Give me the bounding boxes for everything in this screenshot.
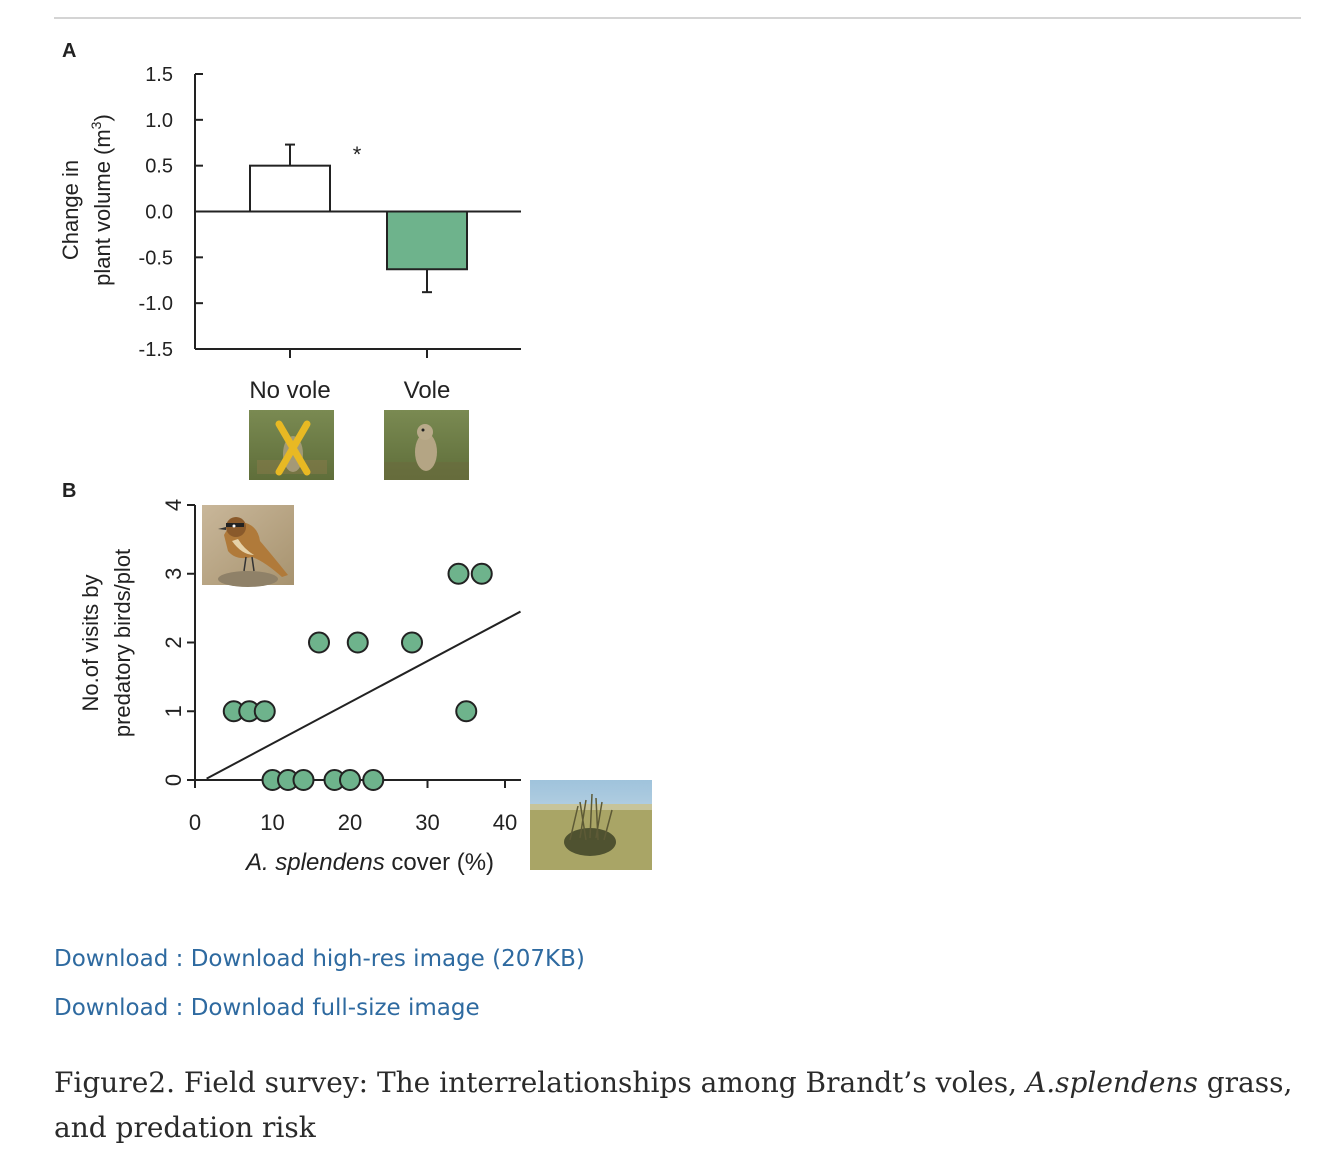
panel-a-ylabel-end: )	[90, 114, 115, 121]
panel-b-fit-line	[206, 610, 521, 780]
panel-b-ytick-label: 4	[161, 499, 186, 511]
data-point	[253, 700, 276, 723]
download-full-size-link[interactable]: Download : Download full-size image	[54, 984, 585, 1033]
panel-a-ytick-label: -1.0	[139, 293, 173, 315]
download-high-res-prefix: Download :	[54, 946, 191, 972]
panel-b-xlabel-rest: cover (%)	[385, 849, 494, 876]
panel-a-ylabel-line1-group: Change in	[58, 160, 83, 260]
panel-a-bar-chart: 1.51.00.50.0-0.5-1.0-1.5 * No vole Vole …	[58, 64, 521, 480]
caption-lead: Figure2. Field survey: The interrelation…	[54, 1066, 1026, 1099]
data-point	[362, 769, 385, 791]
panel-b-ylabel-line1: No.of visits by	[78, 575, 103, 712]
figure: A B 1.5 1.0 0.5 0.0 -0.5 -1.0 -1.5 * No vole V…	[0, 0, 700, 900]
download-high-res-label: Download high-res image (207KB)	[190, 946, 585, 972]
panel-b-ytick-group: 1	[161, 705, 186, 717]
data-point	[292, 769, 315, 791]
data-point	[308, 631, 330, 654]
download-full-size-prefix: Download :	[54, 995, 191, 1021]
data-point	[447, 562, 470, 585]
panel-b-label: B	[62, 480, 76, 502]
no-vole-photo-crossed	[249, 410, 334, 480]
panel-a-ytick-label: 0.0	[145, 202, 173, 224]
bar-1	[386, 210, 468, 271]
bar-0	[249, 164, 331, 213]
data-point	[346, 631, 369, 654]
panel-b-xlabel: A. splendens cover (%)	[244, 849, 494, 876]
vole-photo	[384, 410, 469, 480]
data-point	[401, 631, 423, 654]
panel-a-significance: *	[353, 142, 362, 167]
caption-tail: grass, and predation risk	[54, 1066, 1293, 1144]
panel-b-ytick-group: 2	[161, 636, 186, 648]
panel-b-xtick-label: 30	[415, 810, 439, 835]
panel-b-ytick-group: 3	[161, 568, 186, 580]
panel-a-ylabel-main: plant volume (m	[90, 129, 115, 286]
top-divider	[54, 17, 1301, 19]
predatory-bird-photo	[202, 505, 294, 587]
category-label-no-vole: No vole	[249, 377, 330, 404]
panel-b-xtick-label: 40	[493, 810, 517, 835]
data-point	[339, 769, 361, 791]
panel-b-ylabel-line2-group: predatory birds/plot	[110, 549, 135, 737]
panel-b-ytick-label: 1	[161, 705, 186, 717]
panel-b-xtick-label: 0	[189, 810, 201, 835]
category-label-vole: Vole	[404, 377, 451, 404]
fit-line	[206, 610, 521, 780]
download-high-res-link[interactable]: Download : Download high-res image (207K…	[54, 935, 585, 984]
download-full-size-label: Download full-size image	[190, 995, 480, 1021]
panel-a-ylabel-line2-group: plant volume (m3)	[88, 114, 115, 286]
panel-a-ytick-label: -1.5	[139, 339, 173, 361]
caption-species: A.splendens	[1025, 1066, 1198, 1099]
panel-a-ytick-label: -0.5	[139, 247, 173, 269]
panel-a-ytick-label: 0.5	[145, 156, 173, 178]
panel-a-ytick-label: 1.5	[145, 64, 173, 86]
panel-b-ytick-label: 0	[161, 774, 186, 786]
panel-b-xlabel-italic: A. splendens	[244, 849, 385, 876]
panel-b-ytick-group: 4	[161, 499, 186, 511]
panel-b-points	[222, 562, 493, 791]
grass-photo	[530, 780, 652, 870]
panel-b-ytick-label: 3	[161, 568, 186, 580]
download-links: Download : Download high-res image (207K…	[54, 935, 585, 1033]
panel-a-tick-labels: 1.5 1.0 0.5 0.0 -0.5 -1.0 -1.5	[139, 64, 173, 361]
panel-a-ylabel-sup: 3	[88, 121, 104, 129]
figure-caption: Figure2. Field survey: The interrelation…	[54, 1060, 1304, 1150]
panel-a-ylabel-line2: plant volume (m3)	[88, 114, 115, 286]
panel-b-xtick-label: 10	[260, 810, 284, 835]
data-point	[470, 562, 493, 585]
panel-b-ylabel-line2: predatory birds/plot	[110, 549, 135, 737]
panel-a-label: A	[62, 40, 76, 62]
panel-a-axes	[194, 73, 521, 358]
panel-a-ytick-label: 1.0	[145, 110, 173, 132]
data-point	[455, 700, 478, 723]
panel-b-xtick-label: 20	[338, 810, 362, 835]
panel-b-ytick-group: 0	[161, 774, 186, 786]
panel-b-ytick-label: 2	[161, 636, 186, 648]
panel-a-bars	[249, 143, 468, 294]
panel-a-ylabel-line1: Change in	[58, 160, 83, 260]
figure-svg: A B 1.5 1.0 0.5 0.0 -0.5 -1.0 -1.5 * No vole V…	[58, 40, 652, 876]
panel-b-ylabel-line1-group: No.of visits by	[78, 575, 103, 712]
